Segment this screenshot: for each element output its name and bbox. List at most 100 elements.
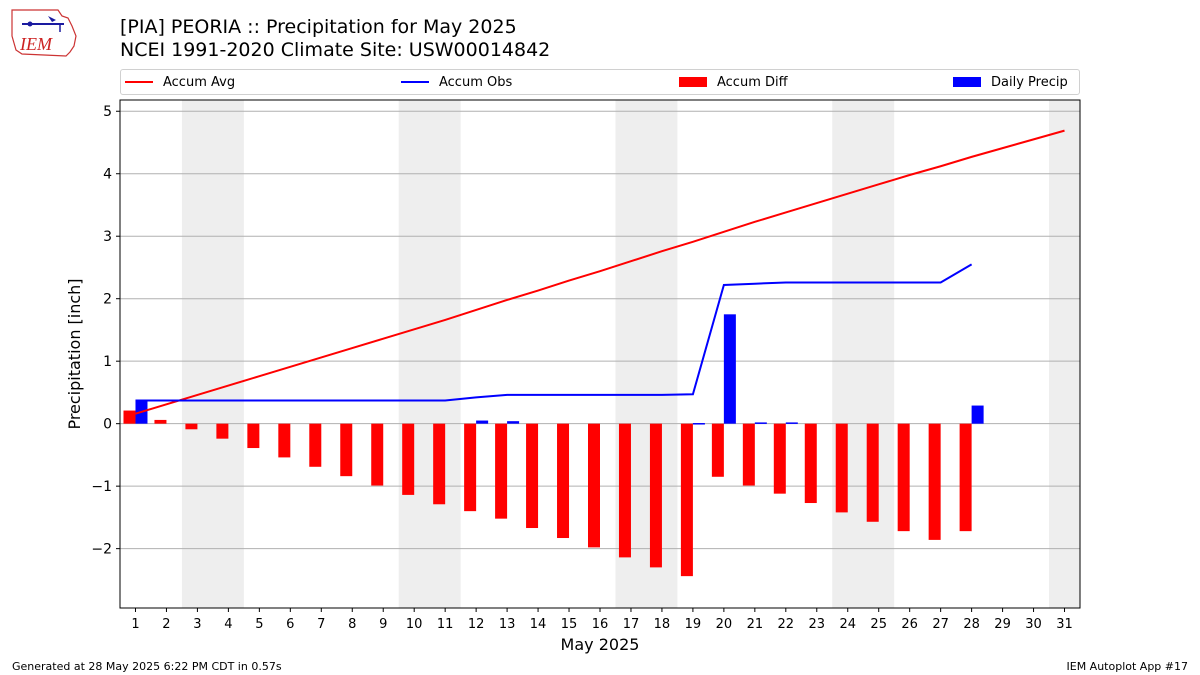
y-tick-label: 5: [103, 104, 112, 120]
accum-diff-bar: [897, 423, 910, 532]
legend-label: Accum Diff: [717, 74, 788, 90]
x-tick-label: 6: [286, 617, 294, 632]
x-axis-label: May 2025: [561, 635, 640, 654]
accum-diff-bar: [649, 423, 662, 568]
x-tick-label: 22: [778, 617, 795, 632]
accum-diff-bar: [371, 423, 384, 486]
x-tick-label: 11: [437, 617, 454, 632]
app-credit: IEM Autoplot App #17: [1066, 660, 1189, 673]
x-tick-label: 15: [561, 617, 578, 632]
weekend-shade: [181, 100, 244, 608]
accum-diff-bar: [123, 410, 136, 424]
accum-diff-bar: [959, 423, 972, 532]
x-tick-label: 25: [870, 617, 887, 632]
accum-diff-bar: [866, 423, 879, 522]
x-tick-label: 1: [131, 617, 139, 632]
accum-obs-line: [135, 263, 973, 402]
x-tick-label: 24: [839, 617, 856, 632]
legend-box-swatch: [953, 77, 981, 87]
legend-item-accum-obs: Accum Obs: [401, 70, 512, 94]
accum-diff-bar: [804, 423, 817, 504]
x-tick-label: 9: [379, 617, 387, 632]
x-tick-label: 8: [348, 617, 356, 632]
x-tick-label: 20: [716, 617, 733, 632]
daily-precip-bar: [692, 423, 705, 425]
daily-precip-bar: [754, 422, 767, 424]
chart-subtitle: NCEI 1991-2020 Climate Site: USW00014842: [120, 39, 551, 61]
x-tick-label: 31: [1056, 617, 1073, 632]
accum-diff-bar: [278, 423, 291, 458]
iem-logo: IEM: [11, 9, 77, 57]
chart-title: [PIA] PEORIA :: Precipitation for May 20…: [120, 16, 517, 38]
weekend-shade: [832, 100, 895, 608]
generated-timestamp: Generated at 28 May 2025 6:22 PM CDT in …: [12, 660, 282, 673]
x-tick-label: 29: [994, 617, 1011, 632]
x-tick-label: 4: [224, 617, 232, 632]
x-tick-label: 19: [685, 617, 702, 632]
x-tick-label: 10: [406, 617, 423, 632]
accum-diff-bar: [464, 423, 477, 512]
accum-diff-bar: [247, 423, 260, 449]
accum-avg-line: [135, 129, 1065, 415]
x-tick-label: 26: [901, 617, 918, 632]
y-tick-label: 4: [103, 167, 112, 183]
x-tick-label: 7: [317, 617, 325, 632]
y-tick-label: −1: [91, 479, 112, 495]
daily-precip-bar: [785, 422, 798, 424]
accum-diff-bar: [402, 423, 415, 495]
legend-label: Daily Precip: [991, 74, 1068, 90]
weekend-shade: [398, 100, 461, 608]
accum-diff-bar: [185, 423, 198, 430]
legend-item-accum-diff: Accum Diff: [679, 70, 788, 94]
accum-diff-bar: [773, 423, 786, 494]
legend-item-accum-avg: Accum Avg: [125, 70, 235, 94]
x-tick-label: 16: [592, 617, 609, 632]
x-tick-label: 30: [1025, 617, 1042, 632]
accum-diff-bar: [433, 423, 446, 505]
legend-line-swatch: [401, 81, 429, 83]
accum-diff-bar: [618, 423, 631, 558]
daily-precip-bar: [971, 405, 984, 424]
x-tick-label: 13: [499, 617, 516, 632]
x-tick-label: 27: [932, 617, 949, 632]
x-tick-label: 3: [193, 617, 201, 632]
accum-diff-bar: [835, 423, 848, 513]
legend-label: Accum Avg: [163, 74, 236, 90]
plot-frame: [119, 99, 1081, 609]
x-tick-label: 28: [963, 617, 980, 632]
x-tick-label: 18: [654, 617, 671, 632]
accum-diff-bar: [495, 423, 508, 519]
accum-diff-bar: [928, 423, 941, 540]
daily-precip-bar: [723, 314, 736, 424]
accum-diff-bar: [680, 423, 693, 577]
y-tick-label: −2: [91, 542, 112, 558]
daily-precip-bar: [476, 420, 489, 424]
x-tick-label: 17: [623, 617, 640, 632]
x-tick-label: 14: [530, 617, 547, 632]
x-tick-label: 12: [468, 617, 485, 632]
x-tick-label: 2: [162, 617, 170, 632]
y-tick-label: 0: [103, 417, 112, 433]
accum-diff-bar: [216, 423, 229, 439]
x-tick-label: 23: [809, 617, 826, 632]
accum-diff-bar: [711, 423, 724, 477]
accum-diff-bar: [340, 423, 353, 477]
legend-item-daily-precip: Daily Precip: [953, 70, 1068, 94]
x-tick-label: 21: [747, 617, 764, 632]
daily-precip-bar: [507, 421, 520, 424]
y-axis-label: Precipitation [inch]: [65, 278, 84, 429]
legend: Accum Avg Accum Obs Accum Diff Daily Pre…: [120, 69, 1080, 95]
legend-label: Accum Obs: [439, 74, 513, 90]
accum-diff-bar: [526, 423, 539, 529]
legend-line-swatch: [125, 81, 153, 83]
x-tick-label: 5: [255, 617, 263, 632]
accum-diff-bar: [557, 423, 570, 539]
logo-text: IEM: [19, 34, 53, 54]
accum-diff-bar: [742, 423, 755, 486]
accum-diff-bar: [309, 423, 322, 467]
legend-box-swatch: [679, 77, 707, 87]
y-tick-label: 2: [103, 292, 112, 308]
accum-diff-bar: [588, 423, 600, 548]
y-tick-label: 1: [103, 354, 112, 370]
